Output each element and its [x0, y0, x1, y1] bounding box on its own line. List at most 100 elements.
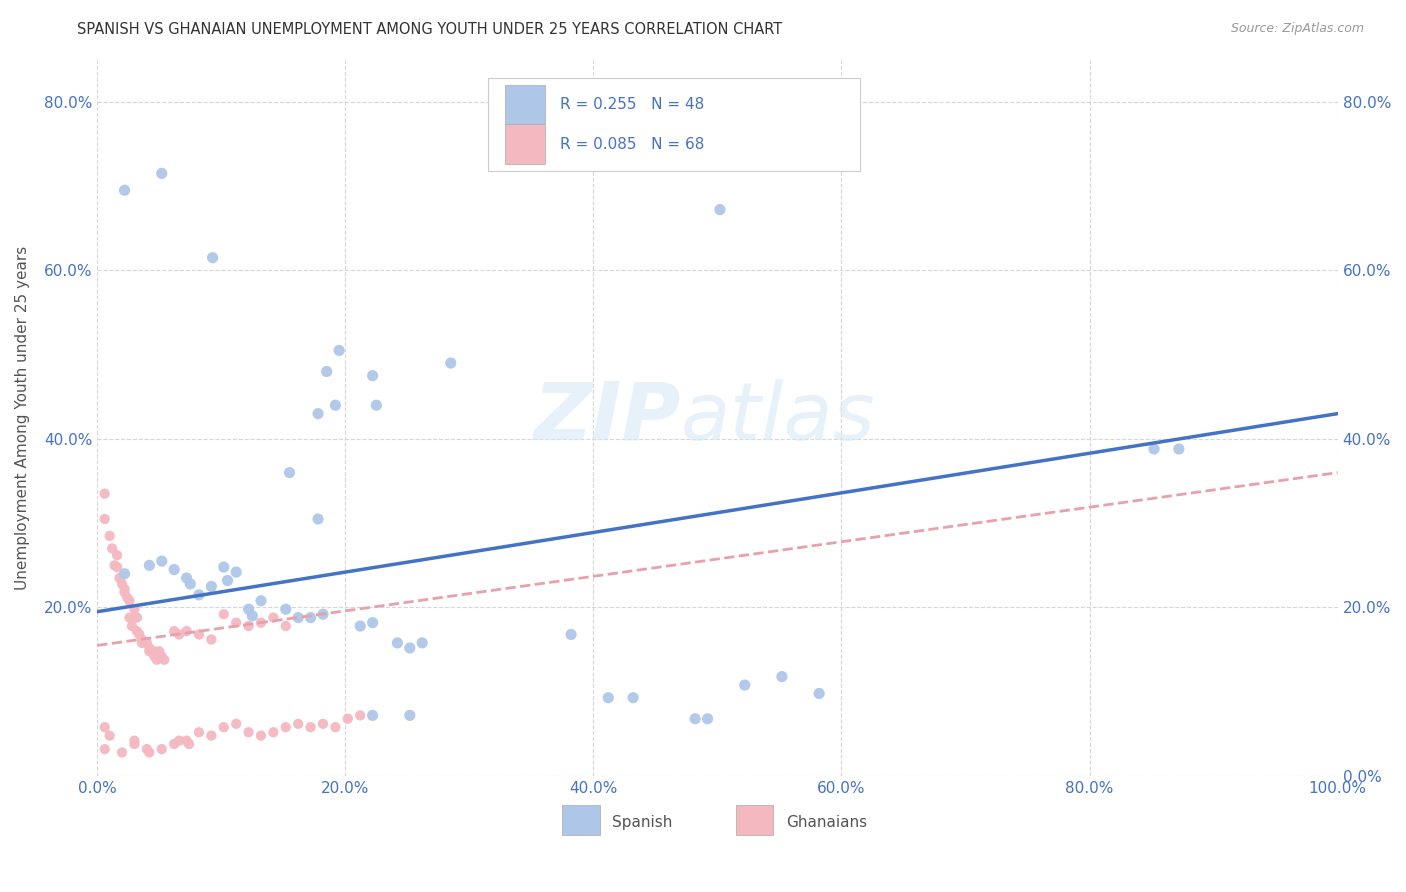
Point	[262, 610, 284, 624]
Point	[238, 619, 260, 633]
Point	[98, 729, 121, 743]
Text: R = 0.085   N = 68: R = 0.085 N = 68	[560, 136, 704, 152]
Point	[262, 725, 284, 739]
Point	[274, 619, 297, 633]
Point	[325, 720, 347, 734]
Point	[315, 364, 337, 378]
Point	[307, 512, 329, 526]
Point	[250, 615, 273, 630]
Point	[1167, 442, 1189, 456]
Point	[179, 577, 201, 591]
Point	[146, 653, 169, 667]
Point	[770, 670, 793, 684]
Point	[398, 708, 420, 723]
Point	[287, 610, 309, 624]
Point	[138, 558, 160, 573]
Point	[709, 202, 731, 217]
Point	[349, 708, 371, 723]
Point	[98, 529, 121, 543]
Point	[1143, 442, 1166, 456]
FancyBboxPatch shape	[737, 805, 773, 835]
Point	[287, 716, 309, 731]
Point	[105, 560, 128, 574]
Point	[200, 579, 222, 593]
Point	[138, 644, 160, 658]
Point	[188, 627, 211, 641]
Point	[148, 644, 170, 658]
Point	[361, 368, 384, 383]
Point	[560, 627, 582, 641]
Point	[307, 407, 329, 421]
Point	[114, 183, 136, 197]
Point	[387, 636, 409, 650]
Point	[299, 720, 322, 734]
Point	[299, 610, 322, 624]
Point	[138, 746, 160, 760]
Point	[808, 686, 831, 700]
Point	[150, 166, 173, 180]
Point	[114, 585, 136, 599]
Point	[114, 566, 136, 581]
Point	[411, 636, 433, 650]
Point	[366, 398, 388, 412]
FancyBboxPatch shape	[505, 125, 546, 164]
FancyBboxPatch shape	[562, 805, 599, 835]
Point	[125, 624, 148, 639]
Point	[121, 619, 143, 633]
Point	[118, 610, 141, 624]
Y-axis label: Unemployment Among Youth under 25 years: Unemployment Among Youth under 25 years	[15, 245, 30, 590]
Point	[212, 607, 235, 622]
Text: R = 0.255   N = 48: R = 0.255 N = 48	[560, 97, 704, 112]
Point	[200, 632, 222, 647]
Point	[217, 574, 239, 588]
Point	[150, 649, 173, 664]
Point	[361, 615, 384, 630]
Point	[238, 725, 260, 739]
Point	[163, 624, 186, 639]
Text: SPANISH VS GHANAIAN UNEMPLOYMENT AMONG YOUTH UNDER 25 YEARS CORRELATION CHART: SPANISH VS GHANAIAN UNEMPLOYMENT AMONG Y…	[77, 22, 783, 37]
Point	[598, 690, 620, 705]
Text: ZIP: ZIP	[533, 379, 681, 457]
FancyBboxPatch shape	[488, 78, 860, 170]
Text: Spanish: Spanish	[612, 815, 672, 830]
Point	[176, 624, 198, 639]
Point	[125, 610, 148, 624]
Point	[440, 356, 463, 370]
Point	[176, 571, 198, 585]
Point	[250, 593, 273, 607]
Point	[167, 733, 190, 747]
Point	[115, 591, 138, 605]
Point	[212, 720, 235, 734]
Point	[128, 627, 150, 641]
Point	[188, 588, 211, 602]
Point	[621, 690, 644, 705]
Point	[274, 720, 297, 734]
Point	[143, 644, 166, 658]
Point	[101, 541, 124, 556]
Point	[93, 742, 115, 756]
Point	[683, 712, 706, 726]
Point	[177, 737, 200, 751]
Point	[114, 582, 136, 596]
Point	[238, 602, 260, 616]
Point	[131, 632, 153, 647]
Point	[93, 486, 115, 500]
Point	[143, 649, 166, 664]
Point	[163, 563, 186, 577]
Point	[240, 608, 263, 623]
Point	[176, 733, 198, 747]
Point	[225, 716, 247, 731]
FancyBboxPatch shape	[505, 85, 546, 125]
Point	[124, 737, 146, 751]
Point	[153, 653, 176, 667]
Point	[225, 615, 247, 630]
Text: Source: ZipAtlas.com: Source: ZipAtlas.com	[1230, 22, 1364, 36]
Point	[105, 548, 128, 562]
Point	[734, 678, 756, 692]
Point	[104, 558, 127, 573]
Point	[93, 720, 115, 734]
Point	[111, 577, 134, 591]
Point	[278, 466, 301, 480]
Point	[274, 602, 297, 616]
Point	[312, 607, 335, 622]
